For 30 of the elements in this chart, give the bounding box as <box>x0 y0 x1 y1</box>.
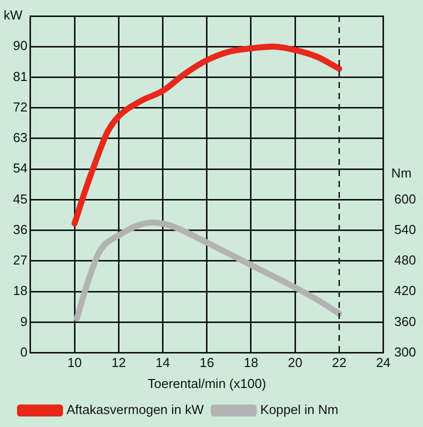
y-tick-label: 36 <box>12 222 28 237</box>
x-tick-label: 20 <box>288 355 302 370</box>
y-tick-label: 81 <box>12 68 28 84</box>
y2-tick-label: 420 <box>394 283 416 298</box>
x-tick-label: 14 <box>156 355 170 370</box>
x-tick-label: 12 <box>111 355 126 370</box>
y-tick-label: 0 <box>20 344 28 360</box>
y-tick-label: 9 <box>20 314 28 329</box>
y-tick-label: 27 <box>12 252 28 268</box>
y-tick-label: 63 <box>12 130 28 146</box>
y-tick-label: 72 <box>12 99 28 114</box>
x-axis-title: Toerental/min (x100) <box>148 376 266 391</box>
y2-tick-label: 600 <box>394 191 416 206</box>
legend-label: Koppel in Nm <box>260 402 338 418</box>
x-tick-label: 22 <box>332 355 346 370</box>
x-tick-label: 24 <box>376 355 391 370</box>
legend-label: Aftakasvermogen in kW <box>66 402 205 418</box>
y-tick-label: 18 <box>12 283 28 298</box>
x-tick-label: 16 <box>200 355 214 370</box>
y2-tick-label: 540 <box>394 222 416 237</box>
y-tick-label: 54 <box>12 160 28 176</box>
x-tick-label: 18 <box>244 355 258 370</box>
y-tick-label: 45 <box>12 191 28 206</box>
y2-tick-label: 300 <box>394 344 416 360</box>
y2-tick-label: 360 <box>394 314 416 329</box>
y-axis-title: kW <box>4 8 24 23</box>
x-tick-label: 10 <box>67 355 82 370</box>
y2-tick-label: 480 <box>394 252 416 268</box>
y2-axis-title: Nm <box>391 165 412 180</box>
y-tick-label: 90 <box>12 38 28 54</box>
